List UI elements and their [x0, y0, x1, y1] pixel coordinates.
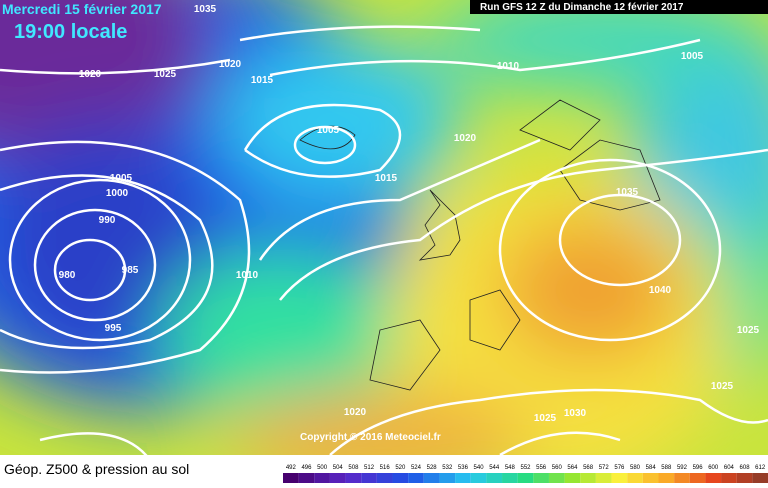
scale-swatch [283, 473, 299, 483]
scale-swatch [455, 473, 471, 483]
isobar-label: 1020 [344, 407, 367, 418]
scale-swatch [548, 473, 565, 483]
scale-label: 520 [395, 465, 406, 471]
isobar-label: 1000 [106, 188, 129, 199]
scale-swatch [642, 473, 659, 483]
scale-swatch [627, 473, 643, 483]
scale-label: 608 [740, 465, 751, 471]
scale-label: 552 [520, 465, 531, 471]
scale-swatch [674, 473, 690, 483]
scale-label: 604 [724, 465, 735, 471]
scale-label: 512 [364, 465, 375, 471]
scale-swatch [533, 473, 549, 483]
isobar-label: 1005 [110, 173, 133, 184]
scale-label: 536 [458, 465, 469, 471]
scale-swatch [517, 473, 534, 483]
scale-swatch [345, 473, 362, 483]
isobar-label: 1025 [154, 69, 177, 80]
scale-swatch [329, 473, 346, 483]
isobar-label: 990 [99, 215, 116, 226]
scale-label: 540 [474, 465, 485, 471]
scale-label: 560 [552, 465, 563, 471]
scale-swatch [423, 473, 440, 483]
isobar-label: 1015 [375, 173, 398, 184]
isobar-label: 1020 [454, 133, 477, 144]
color-scale: 492 496 500 504 508 512 516 520 524 528 532 536 540 5… [283, 465, 768, 483]
scale-swatch [392, 473, 409, 483]
isobar-label: 980 [59, 270, 76, 281]
scale-label: 564 [567, 465, 578, 471]
isobar-label: 1025 [711, 381, 734, 392]
scale-label: 532 [442, 465, 453, 471]
scale-swatch [689, 473, 706, 483]
isobar-label: 985 [122, 265, 139, 276]
scale-swatch [658, 473, 675, 483]
time-label: 19:00 locale [14, 21, 127, 43]
run-banner [470, 0, 768, 14]
isobar-label: 1040 [649, 285, 672, 296]
scale-swatch [486, 473, 503, 483]
scale-swatch [298, 473, 315, 483]
scale-swatch [580, 473, 596, 483]
isobar-label: 1035 [616, 187, 639, 198]
isobar-label: 1035 [194, 4, 217, 15]
isobar-label: 1025 [534, 413, 557, 424]
scale-label: 500 [317, 465, 328, 471]
isobar-label: 1010 [497, 61, 520, 72]
isobar-label: 1015 [251, 75, 274, 86]
scale-label: 600 [708, 465, 719, 471]
run-label: Run GFS 12 Z du Dimanche 12 février 2017 [480, 2, 684, 13]
isobar-label: 1010 [236, 270, 259, 281]
isobar-label: 1005 [681, 51, 704, 62]
isobar-labels: 1035 1020 1025 1020 1015 1010 1005 1005 1020 1005… [59, 4, 760, 424]
scale-swatch [705, 473, 722, 483]
copyright: Copyright © 2016 Meteociel.fr [300, 432, 441, 443]
scale-swatch [502, 473, 518, 483]
scale-swatch [721, 473, 737, 483]
scale-swatch [408, 473, 424, 483]
scale-label: 528 [427, 465, 438, 471]
scale-swatch [564, 473, 581, 483]
scale-label: 588 [661, 465, 672, 471]
isobar-label: 995 [105, 323, 122, 334]
scale-label: 544 [489, 465, 500, 471]
scale-swatch [361, 473, 377, 483]
scale-label: 572 [599, 465, 610, 471]
scale-swatch [611, 473, 628, 483]
isobar-label: 1020 [219, 59, 242, 70]
scale-label: 524 [411, 465, 422, 471]
scale-swatch [595, 473, 612, 483]
isobar-label: 1030 [564, 408, 587, 419]
legend-title: Géop. Z500 & pression au sol [4, 461, 189, 477]
scale-swatch [736, 473, 753, 483]
scale-swatch [752, 473, 768, 483]
scale-swatch [470, 473, 487, 483]
scale-label: 568 [583, 465, 594, 471]
scale-label: 504 [333, 465, 344, 471]
scale-label: 492 [286, 465, 297, 471]
scale-label: 592 [677, 465, 688, 471]
scale-label: 576 [614, 465, 625, 471]
scale-label: 508 [348, 465, 359, 471]
scale-label: 556 [536, 465, 547, 471]
isobar-label: 1025 [737, 325, 760, 336]
scale-swatch [439, 473, 456, 483]
scale-label: 596 [693, 465, 704, 471]
scale-label: 612 [755, 465, 766, 471]
scale-label: 548 [505, 465, 516, 471]
isobar-label: 1020 [79, 69, 102, 80]
date-label: Mercredi 15 février 2017 [2, 1, 162, 17]
scale-swatch [376, 473, 393, 483]
scale-label: 580 [630, 465, 641, 471]
isobar-label: 1005 [317, 125, 340, 136]
scale-swatch [314, 473, 330, 483]
scale-label: 496 [301, 465, 312, 471]
scale-label: 516 [380, 465, 391, 471]
scale-label: 584 [646, 465, 657, 471]
